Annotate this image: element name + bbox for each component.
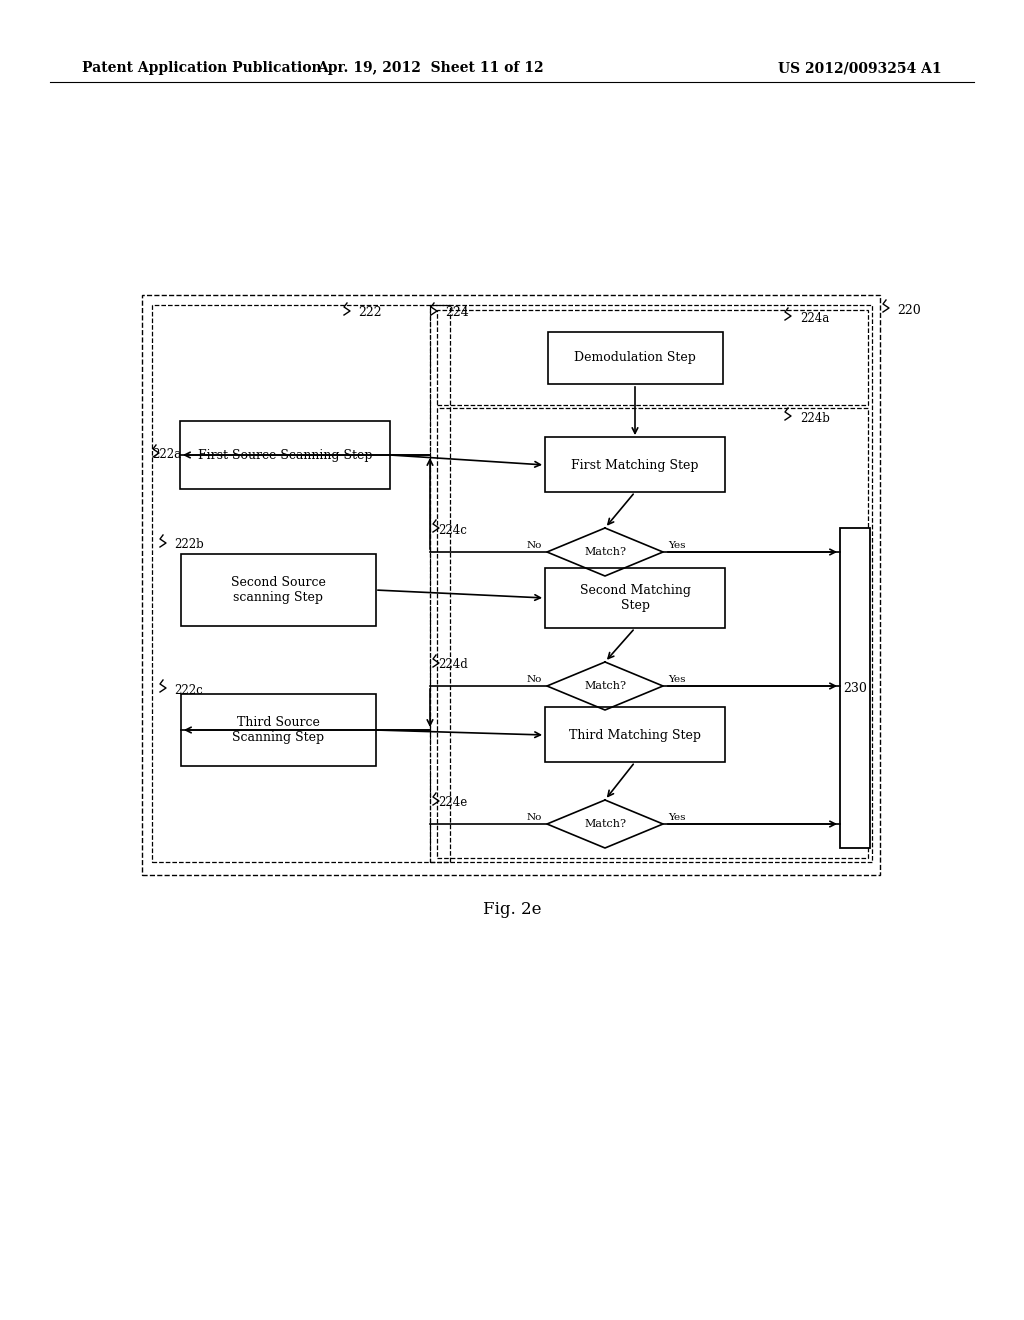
Text: 224b: 224b xyxy=(800,412,829,425)
Bar xyxy=(181,554,376,626)
Text: Apr. 19, 2012  Sheet 11 of 12: Apr. 19, 2012 Sheet 11 of 12 xyxy=(316,61,544,75)
Text: 224: 224 xyxy=(445,306,469,319)
Text: Second Source
scanning Step: Second Source scanning Step xyxy=(230,576,326,605)
Text: 224e: 224e xyxy=(438,796,467,809)
Text: 222c: 222c xyxy=(174,684,203,697)
Bar xyxy=(180,421,390,488)
Text: 224a: 224a xyxy=(800,312,829,325)
Bar xyxy=(840,528,870,847)
Text: Yes: Yes xyxy=(668,676,685,685)
Bar xyxy=(152,305,450,862)
Text: Match?: Match? xyxy=(584,818,626,829)
Text: First Matching Step: First Matching Step xyxy=(571,458,698,471)
Text: 222: 222 xyxy=(358,306,382,319)
Text: Third Matching Step: Third Matching Step xyxy=(569,729,701,742)
Text: 224d: 224d xyxy=(438,659,468,672)
Bar xyxy=(545,568,725,628)
Bar xyxy=(430,305,872,862)
Bar xyxy=(181,694,376,766)
Text: Match?: Match? xyxy=(584,546,626,557)
Text: Demodulation Step: Demodulation Step xyxy=(574,351,696,364)
Bar xyxy=(545,437,725,492)
Text: No: No xyxy=(526,541,542,550)
Text: 230: 230 xyxy=(843,681,867,694)
Text: Patent Application Publication: Patent Application Publication xyxy=(82,61,322,75)
Bar xyxy=(437,408,868,858)
Text: 222b: 222b xyxy=(174,539,204,552)
Text: No: No xyxy=(526,813,542,822)
Text: Fig. 2e: Fig. 2e xyxy=(482,902,542,919)
Text: Match?: Match? xyxy=(584,681,626,690)
Bar xyxy=(548,333,723,384)
Bar xyxy=(437,310,868,405)
Bar xyxy=(142,294,880,875)
Text: Yes: Yes xyxy=(668,813,685,822)
Text: 224c: 224c xyxy=(438,524,467,536)
Text: Yes: Yes xyxy=(668,541,685,550)
Bar xyxy=(545,708,725,762)
Text: Third Source
Scanning Step: Third Source Scanning Step xyxy=(232,715,324,744)
Text: US 2012/0093254 A1: US 2012/0093254 A1 xyxy=(778,61,942,75)
Text: Second Matching
Step: Second Matching Step xyxy=(580,583,690,612)
Text: No: No xyxy=(526,676,542,685)
Text: First Source Scanning Step: First Source Scanning Step xyxy=(198,449,373,462)
Text: 222a: 222a xyxy=(152,449,181,462)
Text: 220: 220 xyxy=(897,304,921,317)
